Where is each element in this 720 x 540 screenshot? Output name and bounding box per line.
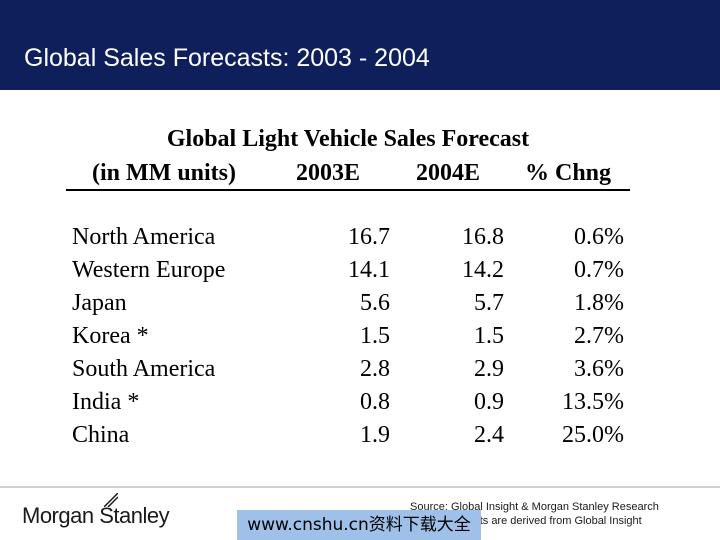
region-cell: India * (72, 389, 140, 415)
value-2003-cell: 0.8 (360, 389, 390, 415)
value-2003-cell: 5.6 (360, 290, 390, 316)
value-2004-cell: 5.7 (474, 290, 504, 316)
forecast-table-body: North America 16.7 16.8 0.6% Western Eur… (0, 224, 720, 455)
logo-mark-icon (104, 493, 118, 507)
value-2003-cell: 1.5 (360, 323, 390, 349)
value-2003-cell: 1.9 (360, 422, 390, 448)
value-2003-cell: 16.7 (348, 224, 390, 250)
header-change: % Chng (525, 160, 612, 186)
value-2003-cell: 14.1 (348, 257, 390, 283)
table-row: India * 0.8 0.9 13.5% (0, 389, 720, 422)
header-rule (66, 189, 630, 191)
change-cell: 2.7% (574, 323, 624, 349)
watermark-banner: www.cnshu.cn资料下载大全 (237, 510, 481, 540)
region-cell: South America (72, 356, 216, 382)
region-cell: Western Europe (72, 257, 226, 283)
change-cell: 1.8% (574, 290, 624, 316)
change-cell: 25.0% (562, 422, 624, 448)
slide-header: Global Sales Forecasts: 2003 - 2004 (0, 0, 720, 90)
header-units: (in MM units) (92, 160, 236, 186)
slide-title: Global Sales Forecasts: 2003 - 2004 (24, 44, 430, 72)
value-2003-cell: 2.8 (360, 356, 390, 382)
table-row: Japan 5.6 5.7 1.8% (0, 290, 720, 323)
region-cell: Korea * (72, 323, 149, 349)
value-2004-cell: 16.8 (462, 224, 504, 250)
value-2004-cell: 0.9 (474, 389, 504, 415)
change-cell: 0.7% (574, 257, 624, 283)
table-row: North America 16.7 16.8 0.6% (0, 224, 720, 257)
region-cell: North America (72, 224, 216, 250)
header-2003e: 2003E (296, 160, 361, 186)
value-2004-cell: 14.2 (462, 257, 504, 283)
change-cell: 3.6% (574, 356, 624, 382)
footer-divider (0, 486, 720, 488)
region-cell: Japan (72, 290, 127, 316)
table-row: South America 2.8 2.9 3.6% (0, 356, 720, 389)
region-cell: China (72, 422, 130, 448)
table-title: Global Light Vehicle Sales Forecast (166, 126, 530, 152)
table-row: Western Europe 14.1 14.2 0.7% (0, 257, 720, 290)
header-2004e: 2004E (416, 160, 481, 186)
value-2004-cell: 1.5 (474, 323, 504, 349)
table-row: China 1.9 2.4 25.0% (0, 422, 720, 455)
change-cell: 0.6% (574, 224, 624, 250)
table-row: Korea * 1.5 1.5 2.7% (0, 323, 720, 356)
value-2004-cell: 2.4 (474, 422, 504, 448)
value-2004-cell: 2.9 (474, 356, 504, 382)
morgan-stanley-logo: Morgan Stanley (22, 503, 170, 528)
change-cell: 13.5% (562, 389, 624, 415)
